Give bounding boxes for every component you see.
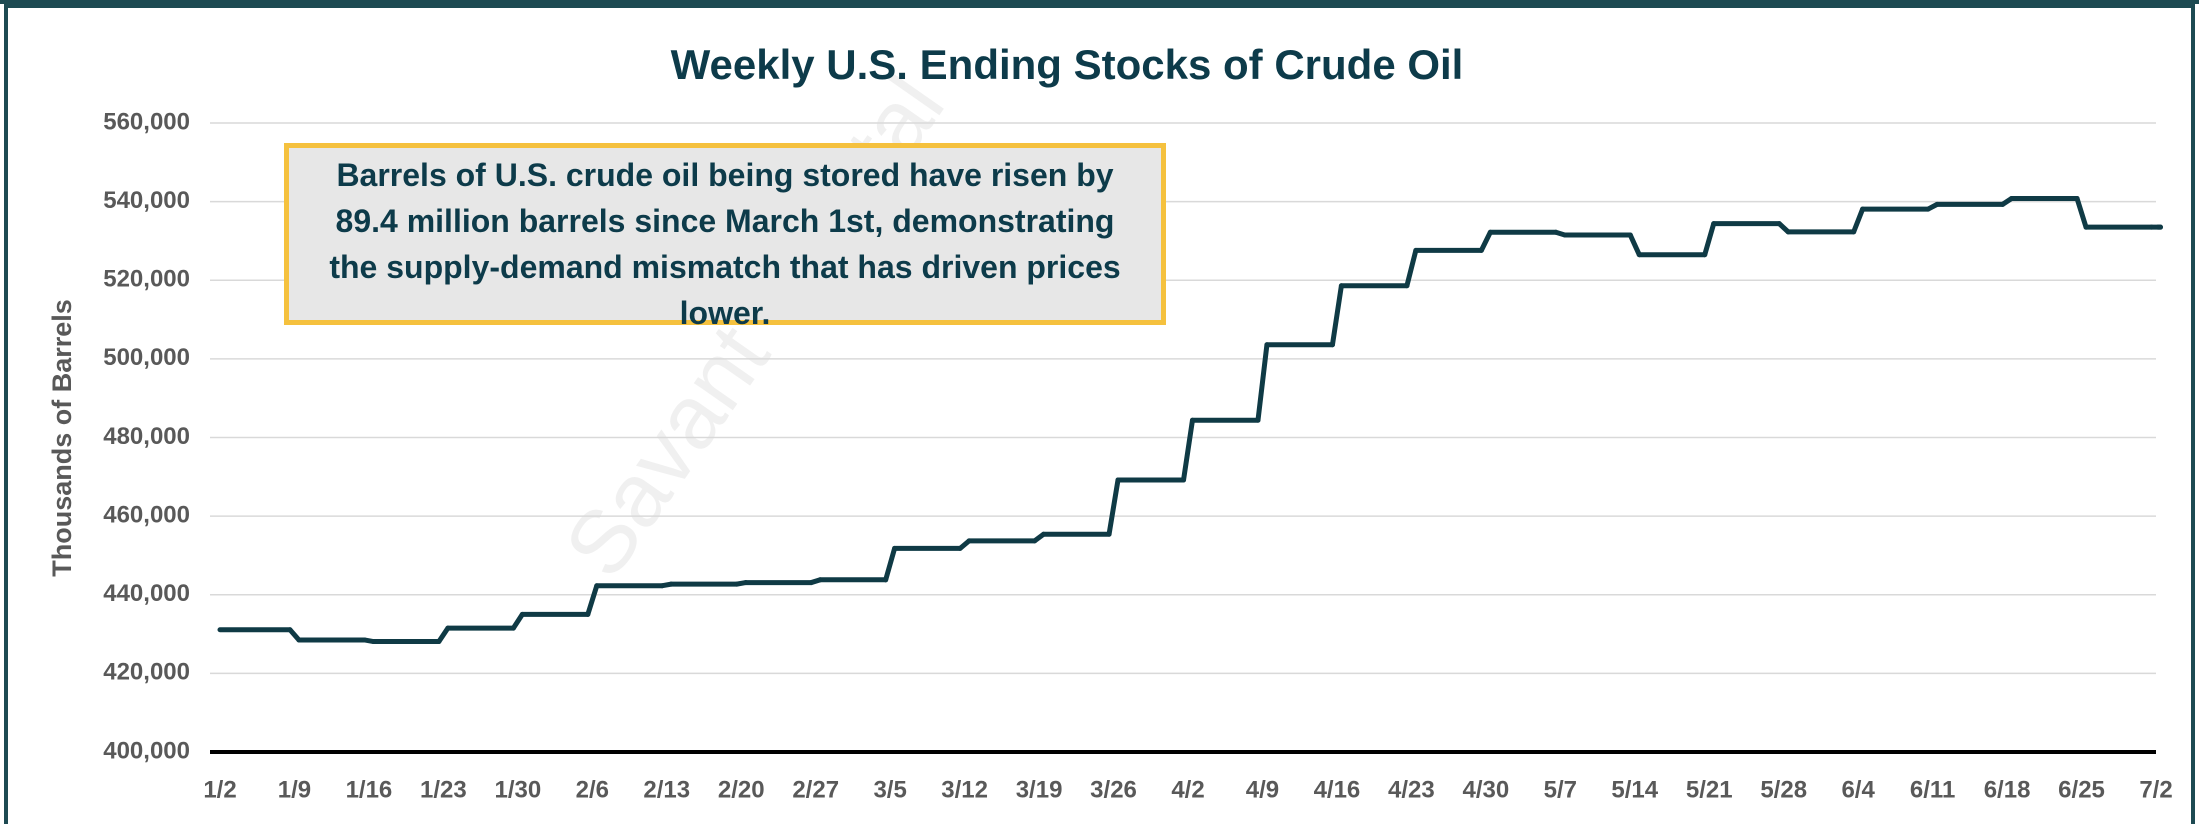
- annotation: Barrels of U.S. crude oil being stored h…: [284, 143, 1166, 331]
- step-riser: [1553, 229, 1568, 238]
- step-riser: [1404, 247, 1419, 289]
- step-riser: [1627, 232, 1642, 258]
- x-tick-label: 6/25: [2058, 776, 2105, 803]
- x-tick-label: 2/13: [643, 776, 690, 803]
- x-tick-label: 1/23: [420, 776, 467, 803]
- x-tick-label: 4/9: [1246, 776, 1279, 803]
- step-riser: [1032, 531, 1047, 544]
- x-tick-label: 5/28: [1760, 776, 1807, 803]
- x-tick-label: 1/16: [346, 776, 393, 803]
- step-riser: [2074, 195, 2089, 230]
- step-riser: [1851, 206, 1866, 235]
- x-tick-label: 2/20: [718, 776, 765, 803]
- step-riser: [287, 627, 302, 643]
- x-tick-label: 1/9: [278, 776, 311, 803]
- x-tick-label: 4/2: [1171, 776, 1204, 803]
- x-tick-label: 1/30: [494, 776, 541, 803]
- step-riser: [1776, 221, 1791, 235]
- x-tick-label: 1/2: [203, 776, 236, 803]
- x-tick-label: 5/7: [1544, 776, 1577, 803]
- step-riser: [1181, 417, 1195, 483]
- step-riser: [1925, 201, 1940, 212]
- y-axis-label: Thousands of Barrels: [47, 299, 77, 577]
- x-tick-label: 4/23: [1388, 776, 1435, 803]
- step-riser: [585, 583, 600, 617]
- x-tick-label: 4/16: [1314, 776, 1361, 803]
- y-tick-label: 500,000: [103, 344, 190, 371]
- y-tick-label: 420,000: [103, 659, 190, 686]
- step-riser: [510, 611, 525, 631]
- x-tick-label: 3/5: [873, 776, 906, 803]
- step-riser: [361, 637, 376, 645]
- y-tick-label: 480,000: [103, 423, 190, 450]
- step-riser: [436, 625, 451, 645]
- x-tick-label: 3/12: [941, 776, 988, 803]
- step-riser: [1106, 477, 1121, 537]
- x-tick-label: 5/14: [1611, 776, 1658, 803]
- frame: [4, 4, 2195, 824]
- x-tick-label: 4/30: [1462, 776, 1509, 803]
- step-riser: [1329, 283, 1344, 348]
- step-riser: [659, 581, 674, 589]
- y-tick-label: 440,000: [103, 580, 190, 607]
- x-tick-label: 5/21: [1686, 776, 1733, 803]
- y-tick-label: 460,000: [103, 501, 190, 528]
- x-tick-label: 2/6: [576, 776, 609, 803]
- y-tick-label: 520,000: [103, 266, 190, 293]
- step-riser: [1702, 221, 1717, 258]
- y-tick-label: 540,000: [103, 187, 190, 214]
- x-tick-label: 6/4: [1841, 776, 1875, 803]
- y-tick-label: 400,000: [103, 737, 190, 764]
- step-riser: [1255, 342, 1270, 423]
- x-tick-label: 7/2: [2139, 776, 2172, 803]
- x-tick-label: 6/18: [1984, 776, 2031, 803]
- x-tick-label: 3/26: [1090, 776, 1137, 803]
- y-tick-label: 560,000: [103, 108, 190, 135]
- x-tick-label: 3/19: [1016, 776, 1063, 803]
- x-tick-label: 6/11: [1910, 776, 1955, 803]
- step-riser: [883, 545, 898, 583]
- step-riser: [957, 538, 972, 551]
- chart-title: Weekly U.S. Ending Stocks of Crude Oil: [671, 41, 1464, 88]
- step-riser: [1478, 229, 1493, 253]
- step-riser: [2000, 195, 2015, 207]
- x-tick-label: 2/27: [792, 776, 839, 803]
- step-riser: [808, 577, 823, 586]
- step-riser: [734, 580, 749, 587]
